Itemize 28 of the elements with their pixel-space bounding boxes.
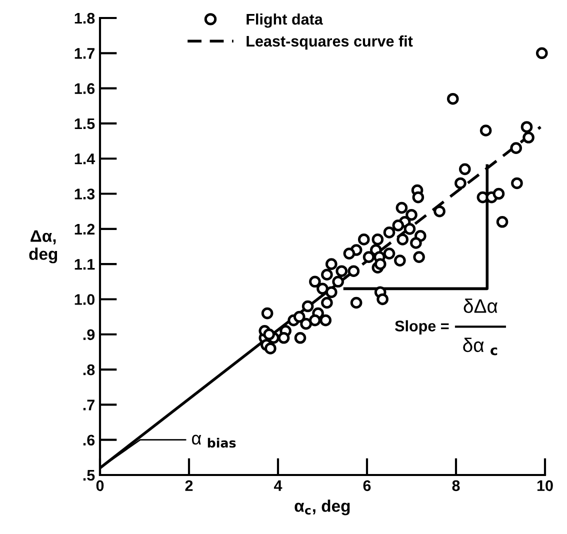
x-tick-label: 6 [363,480,371,492]
y-tick-label: 1.8 [74,12,95,24]
x-tick-label: 10 [537,480,553,492]
y-tick-label: .8 [83,364,95,376]
annotation: Slope = [395,320,449,334]
y-tick-label: 1.0 [74,294,95,305]
y-tick-label: .6 [83,434,95,446]
x-tick-label: 0 [96,480,104,492]
y-tick-label: 1.7 [74,48,94,59]
y-tick-label: 1.1 [74,259,95,270]
y-axis-title: Δα, deg [29,230,58,264]
y-tick-label: 1.2 [74,224,95,234]
y-tick-label: 1.3 [74,188,95,200]
x-axis-title: α$_{c}$, deg [294,500,350,516]
y-tick-label: 1.4 [74,154,96,164]
x-tick-label: 8 [452,480,460,492]
legend-label: Least-squares curve fit [246,35,413,50]
x-tick-label: 4 [274,480,282,491]
y-tick-label: 1.5 [74,118,95,130]
y-tick-label: 1.6 [74,83,95,94]
y-tick-label: .7 [83,400,94,410]
legend-label: Flight data [246,13,323,28]
x-tick-label: 2 [185,480,193,491]
y-tick-label: .5 [83,470,95,481]
annotation: δα $_{c}$ [463,338,498,356]
annotation: δΔα [464,298,498,313]
annotation: α $_{bias}$ [192,434,236,448]
y-tick-label: .9 [83,329,95,340]
